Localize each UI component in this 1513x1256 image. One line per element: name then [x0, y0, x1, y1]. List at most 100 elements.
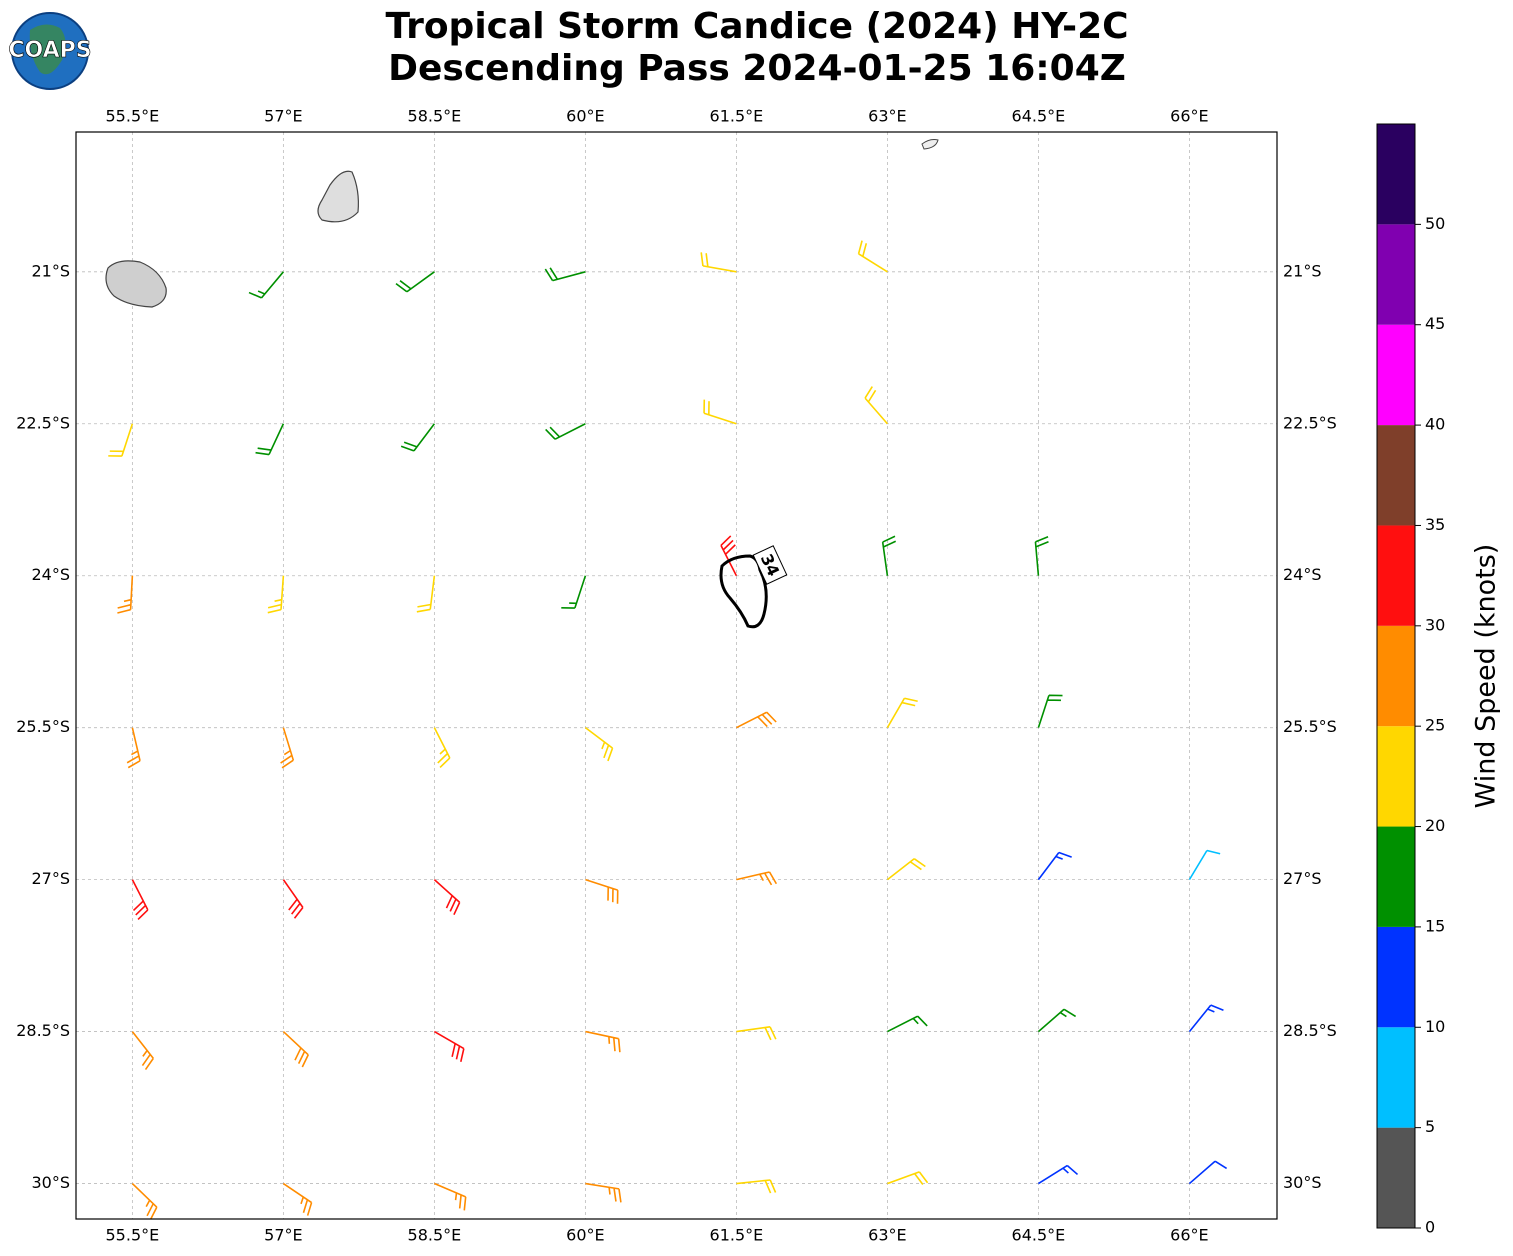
wind-barb	[117, 575, 134, 614]
colorbar-tick-label: 15	[1425, 916, 1445, 935]
wind-barb	[864, 386, 889, 425]
wind-barb	[131, 1031, 154, 1070]
contour-label-box	[752, 545, 788, 585]
colorbar-segment	[1377, 1027, 1415, 1128]
wind-barb	[126, 727, 141, 769]
colorbar-frame	[1376, 123, 1416, 1229]
wind-barb	[736, 871, 778, 886]
wind-barb	[1188, 849, 1221, 881]
y-tick-label: 22.5°S	[1283, 413, 1337, 432]
wind-barb	[1188, 1160, 1228, 1185]
colorbar-tick-label: 20	[1425, 816, 1445, 835]
y-tick-label: 30°S	[1283, 1173, 1322, 1192]
wind-barb	[585, 1182, 622, 1203]
wind-barb	[395, 271, 435, 293]
y-tick-label: 30°S	[31, 1173, 70, 1192]
colorbar-tick-label: 50	[1425, 214, 1445, 233]
wind-barb	[1188, 1004, 1224, 1033]
wind-barb	[886, 697, 918, 729]
y-tick-label: 22.5°S	[16, 413, 70, 432]
colorbar-tick-label: 40	[1425, 415, 1445, 434]
islands	[105, 139, 939, 308]
x-tick-label: 63°E	[868, 107, 906, 126]
x-tick-label: 61.5°E	[710, 107, 764, 126]
colorbar-tick-label: 35	[1425, 515, 1445, 534]
x-tick-label: 66°E	[1170, 107, 1208, 126]
colorbar-tick-label: 0	[1425, 1218, 1435, 1237]
colorbar-segment	[1377, 324, 1415, 426]
wind-barb	[1037, 694, 1063, 728]
wind-barb	[545, 423, 586, 440]
colorbar-segment	[1377, 625, 1415, 727]
x-tick-label: 64.5°E	[1012, 1226, 1066, 1245]
wind-barb	[433, 1030, 465, 1063]
wind-barb	[887, 1171, 929, 1185]
x-tick-label: 57°E	[264, 1226, 302, 1245]
y-tick-label: 24°S	[1283, 565, 1322, 584]
wind-barb	[544, 267, 586, 282]
wind-barb	[108, 423, 134, 457]
y-tick-label: 21°S	[31, 261, 70, 280]
logo-land	[29, 24, 66, 75]
wind-barb	[584, 727, 614, 762]
y-tick-label: 28.5°S	[1283, 1021, 1337, 1040]
wind-barb	[131, 1182, 158, 1220]
grid	[76, 132, 1277, 1219]
wind-barb	[255, 423, 285, 456]
wind-barb	[267, 575, 285, 614]
logo-text: COAPS	[8, 38, 91, 63]
wind-barb	[282, 1182, 313, 1216]
wind-barb	[1037, 1008, 1077, 1033]
y-tick-label: 21°S	[1283, 261, 1322, 280]
y-tick-label: 25.5°S	[1283, 717, 1337, 736]
x-tick-label: 60°E	[566, 1226, 604, 1245]
y-tick-label: 25.5°S	[16, 717, 70, 736]
x-tick-label: 58.5°E	[408, 1226, 462, 1245]
wind-barb	[736, 711, 777, 729]
wind-barb	[280, 727, 295, 769]
reunion-island	[105, 260, 167, 308]
y-tick-label: 27°S	[31, 869, 70, 888]
wind-barb	[1037, 1164, 1079, 1185]
colorbar-label: Wind Speed (knots)	[1471, 544, 1502, 809]
wind-barb	[561, 575, 587, 609]
colorbar-tick-label: 25	[1425, 716, 1445, 735]
wind-barb	[433, 879, 461, 916]
colorbar-tick-label: 10	[1425, 1017, 1445, 1036]
x-tick-label: 61.5°E	[710, 1226, 764, 1245]
wind-barb	[1037, 851, 1072, 881]
colorbar-segment	[1377, 525, 1415, 626]
wind-barb	[433, 727, 451, 769]
x-tick-label: 63°E	[868, 1226, 906, 1245]
wind-barb	[248, 271, 284, 299]
wind-barb	[857, 240, 888, 273]
chart-subtitle: Descending Pass 2024-01-25 16:04Z	[388, 48, 1126, 89]
map-frame	[75, 131, 1278, 1220]
x-tick-label: 57°E	[264, 107, 302, 126]
wind-barb	[400, 423, 436, 452]
colorbar-segment	[1377, 926, 1415, 1028]
wind-barb	[700, 252, 737, 273]
wind-barb	[887, 1015, 928, 1033]
wind-barb	[282, 1031, 309, 1068]
wind-barb	[434, 1182, 467, 1211]
wind-barb	[585, 1030, 621, 1053]
x-tick-label: 66°E	[1170, 1226, 1208, 1245]
x-tick-label: 58.5°E	[408, 107, 462, 126]
map-area	[76, 132, 1277, 1219]
x-tick-label: 64.5°E	[1012, 107, 1066, 126]
colorbar: 0 5 10 15 20 25 30 35 40 45 50	[1376, 123, 1445, 1237]
wind-barb	[585, 878, 619, 904]
x-tick-label: 55.5°E	[106, 107, 160, 126]
y-tick-label: 27°S	[1283, 869, 1322, 888]
logo: COAPS	[8, 12, 92, 90]
wind-barb	[736, 1179, 777, 1194]
wind-barb	[131, 879, 149, 920]
rodrigues-island	[921, 139, 939, 150]
wind-barb	[703, 399, 737, 425]
wind-barb	[736, 1026, 777, 1041]
colorbar-segment	[1377, 224, 1415, 325]
colorbar-segment	[1377, 1127, 1415, 1228]
colorbar-segment	[1377, 124, 1415, 225]
